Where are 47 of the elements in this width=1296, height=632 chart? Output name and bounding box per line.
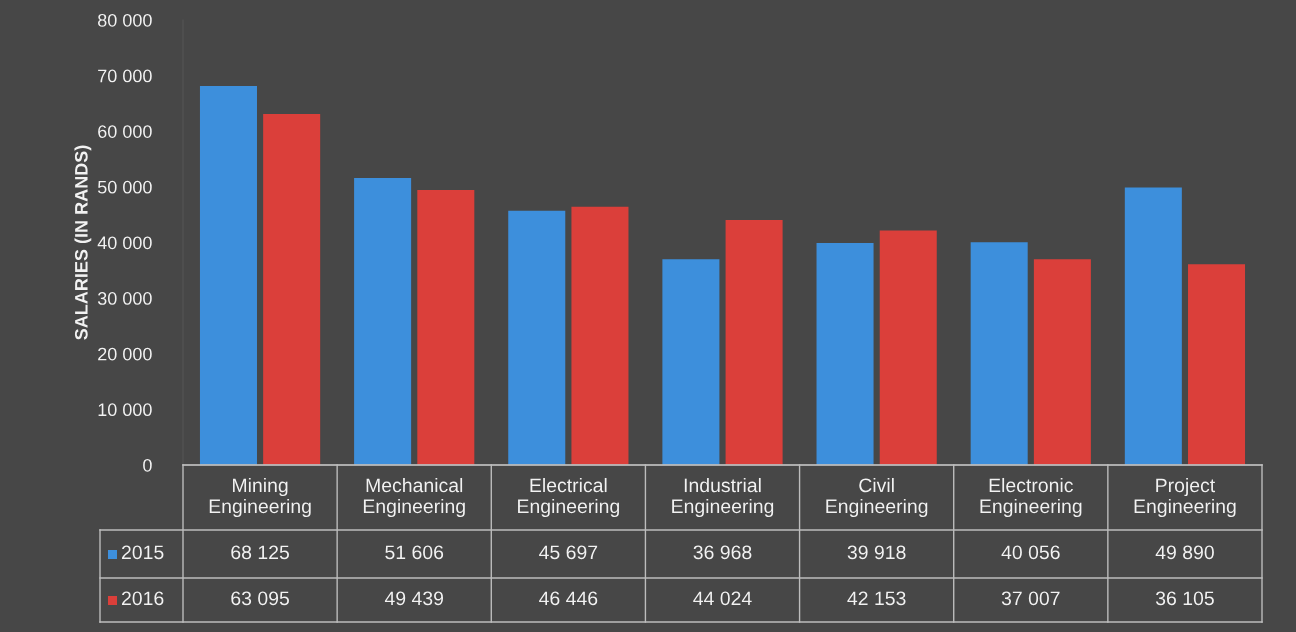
data-label: 63 095 (231, 591, 289, 606)
y-tick-label: 40 000 (97, 236, 152, 250)
data-label: 40 056 (1001, 545, 1060, 560)
data-label: 36 968 (693, 545, 752, 560)
y-tick-label: 0 (143, 458, 152, 472)
bar (263, 114, 321, 465)
y-axis-title: SALARIES (IN RANDS) (74, 145, 92, 340)
legend-label: 2015 (121, 545, 164, 560)
data-label: 46 446 (539, 591, 598, 606)
bar (816, 242, 874, 465)
data-label: 45 697 (539, 545, 598, 560)
bar (725, 220, 783, 465)
bar (1033, 259, 1091, 465)
bar (571, 206, 629, 465)
x-tick-label: Electrical Engineering (518, 477, 619, 518)
data-label: 51 606 (385, 545, 444, 560)
data-label: 44 024 (693, 591, 752, 606)
data-label: 36 105 (1155, 591, 1214, 606)
x-tick-label: Mining Engineering (209, 477, 311, 518)
x-tick-label: Mechanical Engineering (363, 477, 465, 518)
bar (199, 86, 257, 465)
x-tick-label: Industrial Engineering (672, 477, 774, 518)
data-label: 49 439 (384, 591, 444, 606)
data-label: 49 890 (1155, 545, 1214, 560)
y-tick-label: 60 000 (98, 125, 152, 138)
y-tick-label: 70 000 (98, 69, 152, 83)
x-tick-label: Electronic Engineering (980, 477, 1082, 518)
bar (879, 230, 937, 465)
bar (417, 190, 475, 465)
data-label: 37 007 (1001, 591, 1060, 606)
y-tick-label: 20 000 (98, 347, 152, 361)
x-tick-label: Project Engineering (1134, 477, 1236, 518)
y-tick-label: 30 000 (97, 292, 152, 305)
data-label: 68 125 (231, 545, 289, 560)
bar (508, 210, 566, 465)
bar (1188, 264, 1246, 465)
data-label: 39 918 (847, 545, 906, 560)
y-tick-label: 10 000 (98, 403, 152, 417)
x-tick-label: Civil Engineering (826, 477, 928, 518)
bar (1124, 187, 1182, 465)
bar (970, 242, 1028, 465)
bar (662, 259, 720, 465)
legend-label: 2016 (121, 591, 164, 606)
y-tick-label: 80 000 (98, 13, 152, 27)
y-tick-label: 50 000 (97, 180, 152, 194)
data-label: 42 153 (847, 591, 906, 606)
bar (354, 177, 412, 465)
